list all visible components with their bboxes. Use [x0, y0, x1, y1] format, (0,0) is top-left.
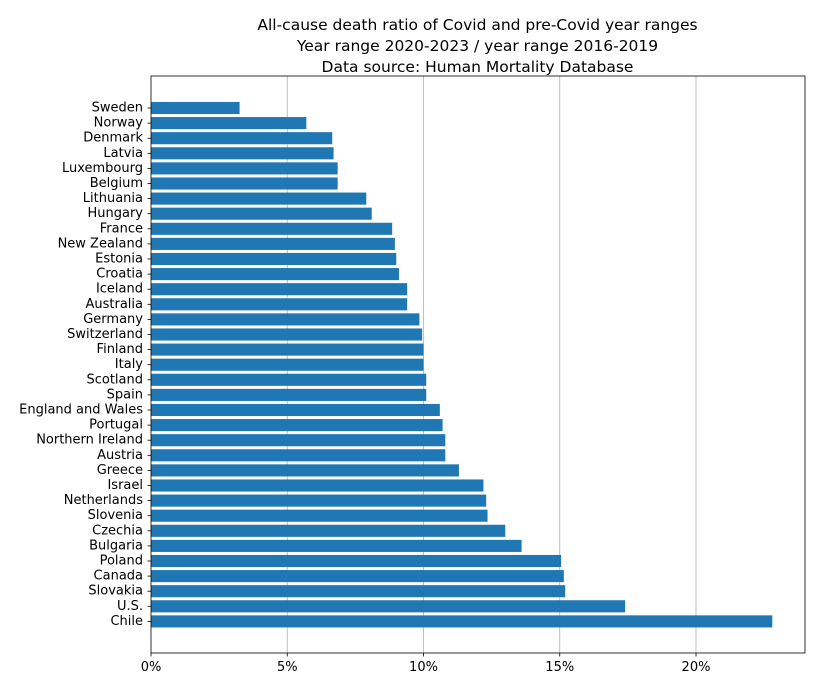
- bar-33: [151, 600, 626, 613]
- chart-title: All-cause death ratio of Covid and pre-C…: [0, 15, 819, 78]
- bar-21: [151, 419, 443, 432]
- bar-3: [151, 147, 334, 160]
- bar-9: [151, 237, 395, 250]
- bar-32: [151, 585, 566, 598]
- x-tick-label: 5%: [277, 660, 298, 675]
- y-tick-label: Portugal: [89, 418, 143, 433]
- y-tick-label: Switzerland: [67, 327, 143, 342]
- y-tick-label: Chile: [110, 614, 143, 629]
- bar-25: [151, 479, 484, 492]
- bar-12: [151, 283, 408, 296]
- y-tick-label: Austria: [97, 448, 143, 463]
- bar-6: [151, 192, 367, 205]
- bar-5: [151, 177, 338, 190]
- bar-16: [151, 343, 424, 356]
- y-tick-label: Spain: [107, 387, 143, 402]
- bar-31: [151, 570, 564, 583]
- bar-14: [151, 313, 420, 326]
- y-tick-label: Lithuania: [83, 191, 143, 206]
- y-tick-label: Poland: [100, 554, 143, 569]
- title-line-1: All-cause death ratio of Covid and pre-C…: [257, 16, 698, 34]
- y-tick-label: France: [100, 221, 143, 236]
- bar-30: [151, 554, 562, 568]
- bar-0: [151, 101, 240, 115]
- bar-24: [151, 464, 459, 477]
- y-tick-label: New Zealand: [58, 236, 143, 251]
- y-tick-label: Slovakia: [88, 584, 143, 599]
- bar-26: [151, 494, 487, 507]
- y-tick-label: Italy: [115, 357, 144, 372]
- y-tick-label: Croatia: [96, 267, 143, 282]
- bar-7: [151, 207, 372, 220]
- y-tick-label: Israel: [107, 478, 143, 493]
- y-tick-label: Hungary: [87, 206, 143, 221]
- x-tick-label: 10%: [409, 660, 438, 675]
- y-tick-label: U.S.: [117, 599, 143, 614]
- bar-18: [151, 373, 427, 386]
- bar-27: [151, 509, 488, 522]
- bar-28: [151, 524, 506, 537]
- bar-10: [151, 252, 397, 266]
- y-tick-label: Australia: [85, 297, 143, 312]
- y-tick-label: Finland: [97, 342, 143, 357]
- title-line-3: Data source: Human Mortality Database: [321, 58, 634, 76]
- y-tick-label: Greece: [97, 463, 143, 478]
- x-tick-label: 20%: [682, 660, 711, 675]
- title-line-2: Year range 2020-2023 / year range 2016-2…: [296, 37, 659, 55]
- bar-22: [151, 434, 446, 447]
- bar-11: [151, 268, 399, 281]
- y-tick-label: Iceland: [96, 282, 143, 297]
- y-tick-label: Sweden: [92, 101, 143, 116]
- y-tick-label: Denmark: [83, 131, 143, 146]
- y-tick-label: Czechia: [92, 523, 143, 538]
- y-tick-label: Latvia: [103, 146, 143, 161]
- bar-23: [151, 449, 446, 462]
- y-tick-label: Belgium: [90, 176, 143, 191]
- y-tick-label: Netherlands: [64, 493, 143, 508]
- y-tick-label: Luxembourg: [62, 161, 143, 176]
- y-tick-label: Germany: [83, 312, 143, 327]
- y-tick-label: Norway: [94, 116, 144, 131]
- y-tick-label: Estonia: [95, 252, 143, 267]
- bar-4: [151, 162, 338, 175]
- bar-20: [151, 403, 440, 417]
- y-tick-label: Canada: [94, 569, 143, 584]
- x-tick-label: 0%: [141, 660, 162, 675]
- y-tick-label: England and Wales: [19, 403, 143, 418]
- y-tick-label: Slovenia: [88, 508, 143, 523]
- y-tick-label: Scotland: [86, 372, 143, 387]
- x-tick-label: 15%: [545, 660, 574, 675]
- bar-13: [151, 298, 408, 311]
- bar-17: [151, 358, 424, 371]
- y-tick-label: Bulgaria: [89, 538, 143, 553]
- bar-34: [151, 615, 773, 628]
- bar-29: [151, 539, 522, 552]
- bar-19: [151, 388, 427, 401]
- bar-2: [151, 132, 333, 145]
- bar-1: [151, 117, 307, 130]
- bar-15: [151, 328, 423, 341]
- y-tick-label: Northern Ireland: [36, 433, 143, 448]
- bar-8: [151, 222, 393, 235]
